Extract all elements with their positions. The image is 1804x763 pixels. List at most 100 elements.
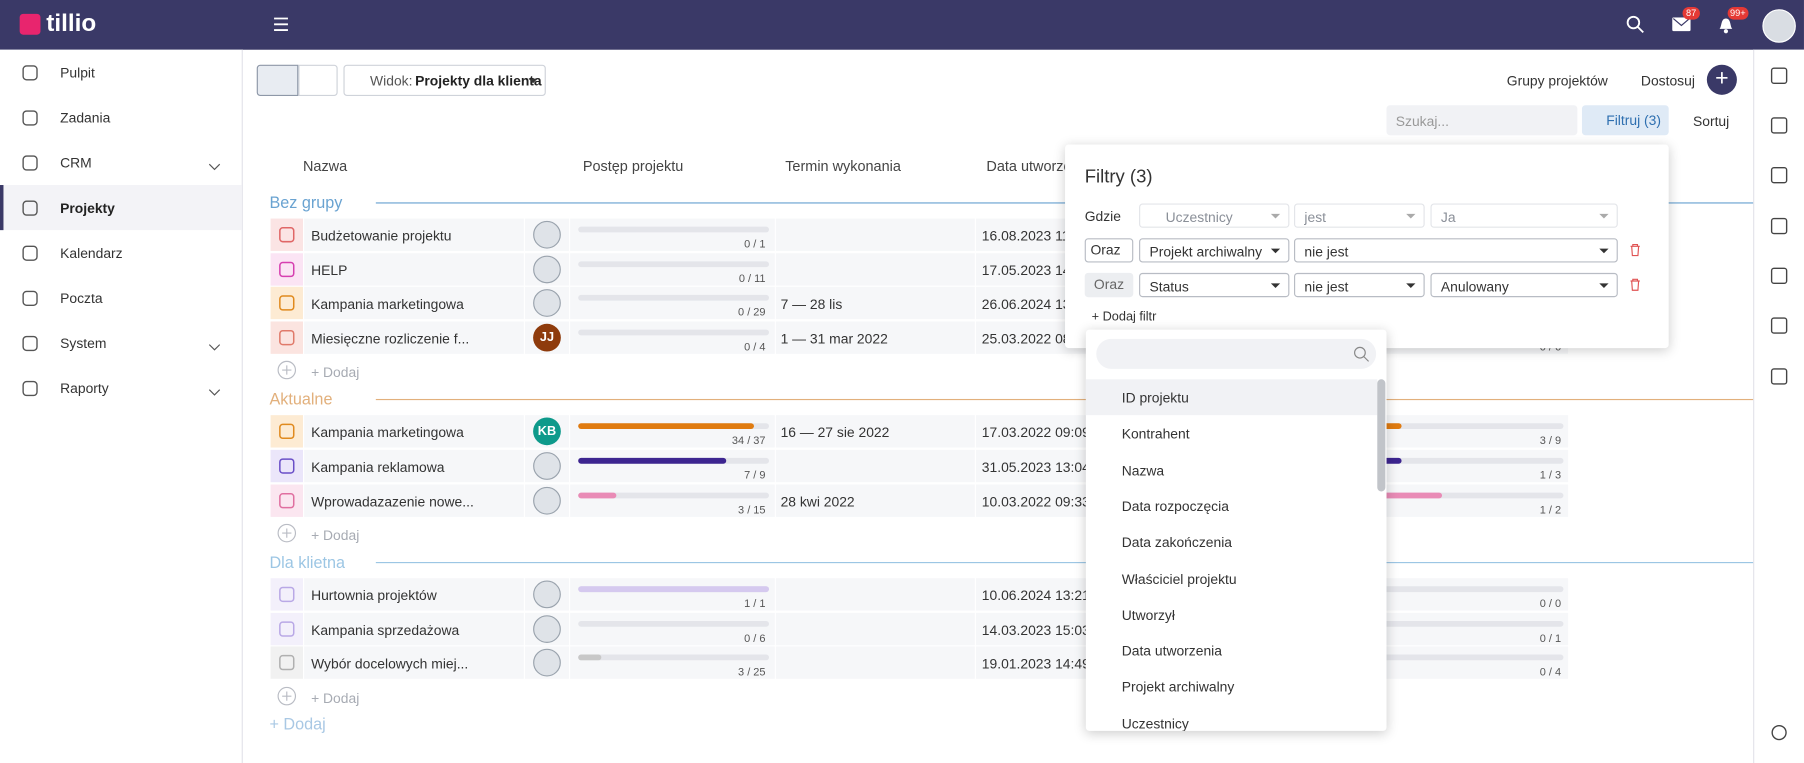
nav-item[interactable]: Pulpit [0, 50, 242, 95]
dropdown-option[interactable]: Data zakończenia [1086, 524, 1377, 560]
row-name-cell[interactable] [304, 415, 524, 448]
logo[interactable]: tillio [46, 10, 97, 38]
op-select[interactable]: nie jest [1294, 272, 1425, 298]
group-name[interactable]: Bez grupy [269, 193, 343, 212]
row-name[interactable]: Budżetowanie projektu [311, 227, 452, 245]
row-name[interactable]: Kampania sprzedażowa [311, 621, 460, 639]
dropdown-option[interactable]: Nazwa [1086, 452, 1377, 488]
dropdown-option[interactable]: ID projektu [1085, 379, 1378, 416]
row-name-cell[interactable] [304, 484, 524, 517]
rail-icon[interactable] [1769, 66, 1789, 89]
menu-toggle[interactable] [273, 17, 289, 31]
rail-icon[interactable] [1769, 266, 1789, 289]
search-placeholder: Szukaj... [1395, 113, 1450, 130]
view-table-button[interactable] [256, 64, 299, 96]
row-name-cell[interactable] [304, 287, 524, 320]
row-name-cell[interactable] [304, 612, 524, 646]
field-select[interactable]: Projekt archiwalny [1139, 238, 1290, 263]
row-name-cell[interactable] [304, 252, 524, 286]
progress-cell [570, 612, 775, 646]
row-name[interactable]: Hurtownia projektów [311, 587, 437, 604]
view-calendar-button[interactable] [298, 64, 338, 96]
nav-item[interactable]: Poczta [0, 275, 242, 320]
search-icon[interactable] [1626, 15, 1645, 34]
user-avatar[interactable] [1762, 9, 1796, 43]
group-name[interactable]: Dla klietna [269, 552, 346, 572]
search-box[interactable]: Szukaj... [1386, 105, 1578, 136]
row-name[interactable]: Wprowadazazenie nowe... [311, 493, 474, 510]
dropdown-option[interactable]: Kontrahent [1086, 415, 1377, 451]
add-group[interactable]: + Dodaj [269, 714, 326, 734]
rail-icon[interactable] [1769, 165, 1789, 188]
row-name[interactable]: Miesięczne rozliczenie f... [311, 330, 470, 347]
dropdown-option[interactable]: Właściciel projektu [1086, 560, 1377, 596]
dropdown-option[interactable]: Uczestnicy [1086, 705, 1377, 730]
nav-item[interactable]: Projekty [0, 185, 242, 231]
rail-icon[interactable] [1769, 216, 1789, 239]
filter-button[interactable]: Filtruj (3) [1581, 105, 1669, 136]
dropdown-option[interactable]: Data utworzenia [1086, 633, 1377, 669]
progress-cell [570, 415, 775, 448]
row-name[interactable]: Kampania marketingowa [311, 296, 464, 313]
column-header[interactable]: Data utworzenia [986, 158, 1091, 175]
bell-icon[interactable] [1717, 15, 1734, 34]
row-icon-cell [270, 484, 303, 517]
remove-filter[interactable] [1629, 278, 1641, 295]
conj-select[interactable]: Oraz [1084, 238, 1134, 263]
nav-icon [21, 244, 40, 266]
view-select[interactable]: Widok: Projekty dla klienta [343, 64, 546, 96]
dropdown-search[interactable] [1096, 338, 1377, 369]
term-cell [775, 484, 975, 517]
row-name-cell[interactable] [304, 321, 524, 354]
row-name[interactable]: HELP [311, 262, 348, 279]
add-row[interactable]: + Dodaj [311, 690, 360, 707]
field-select[interactable]: Status [1139, 272, 1290, 298]
row-name[interactable]: Kampania reklamowa [311, 459, 445, 476]
progress2-track [1320, 654, 1564, 661]
rail-icon[interactable] [1769, 316, 1789, 339]
row-name-cell[interactable] [304, 578, 524, 611]
conj-button[interactable]: Oraz [1084, 272, 1134, 298]
add-row-icon[interactable] [276, 360, 297, 384]
row-name[interactable]: Wybór docelowych miej... [311, 656, 469, 673]
progress-cell [570, 578, 775, 611]
nav-item[interactable]: CRM [0, 140, 242, 185]
row-name-cell[interactable] [304, 646, 524, 680]
row-name-cell[interactable] [304, 218, 524, 251]
rail-icon[interactable] [1769, 367, 1789, 390]
nav-item[interactable]: Raporty [0, 365, 242, 410]
add-filter[interactable]: + Dodaj filtr [1091, 309, 1157, 324]
nav-item[interactable]: System [0, 320, 242, 365]
add-row[interactable]: + Dodaj [311, 364, 360, 381]
value-select[interactable]: nie jest [1294, 238, 1618, 263]
dropdown-option[interactable]: Projekt archiwalny [1086, 669, 1377, 705]
value-select[interactable]: Anulowany [1430, 272, 1618, 298]
add-row-icon[interactable] [276, 523, 297, 547]
row-name-cell[interactable] [304, 449, 524, 483]
dropdown-option[interactable]: Utworzył [1086, 596, 1377, 632]
column-header[interactable]: Termin wykonania [785, 158, 901, 175]
mail-icon[interactable] [1672, 17, 1691, 32]
logo-mark [19, 13, 41, 35]
sort-button[interactable]: Sortuj [1692, 113, 1730, 130]
add-button[interactable]: + [1706, 64, 1737, 95]
nav-icon [21, 109, 40, 131]
dropdown-search-icon [1353, 346, 1370, 366]
chevron [208, 384, 221, 400]
nav-item[interactable]: Kalendarz [0, 230, 242, 275]
column-header[interactable]: Postęp projektu [582, 158, 684, 175]
add-row-icon[interactable] [276, 686, 297, 710]
group-name[interactable]: Aktualne [269, 390, 333, 409]
rail-icon[interactable] [1769, 116, 1789, 139]
dropdown-option[interactable]: Data rozpoczęcia [1086, 488, 1377, 524]
column-header[interactable]: Nazwa [302, 158, 348, 175]
remove-filter[interactable] [1629, 243, 1641, 260]
rail-icon[interactable] [1769, 723, 1789, 746]
customize-button[interactable]: Dostosuj [1640, 72, 1695, 90]
term-cell [775, 321, 975, 354]
nav-item[interactable]: Zadania [0, 95, 242, 140]
row-name[interactable]: Kampania marketingowa [311, 424, 464, 442]
progress2-label: 1 / 3 [1539, 469, 1562, 483]
add-row[interactable]: + Dodaj [311, 527, 360, 544]
groups-button[interactable]: Grupy projektów [1506, 72, 1608, 90]
